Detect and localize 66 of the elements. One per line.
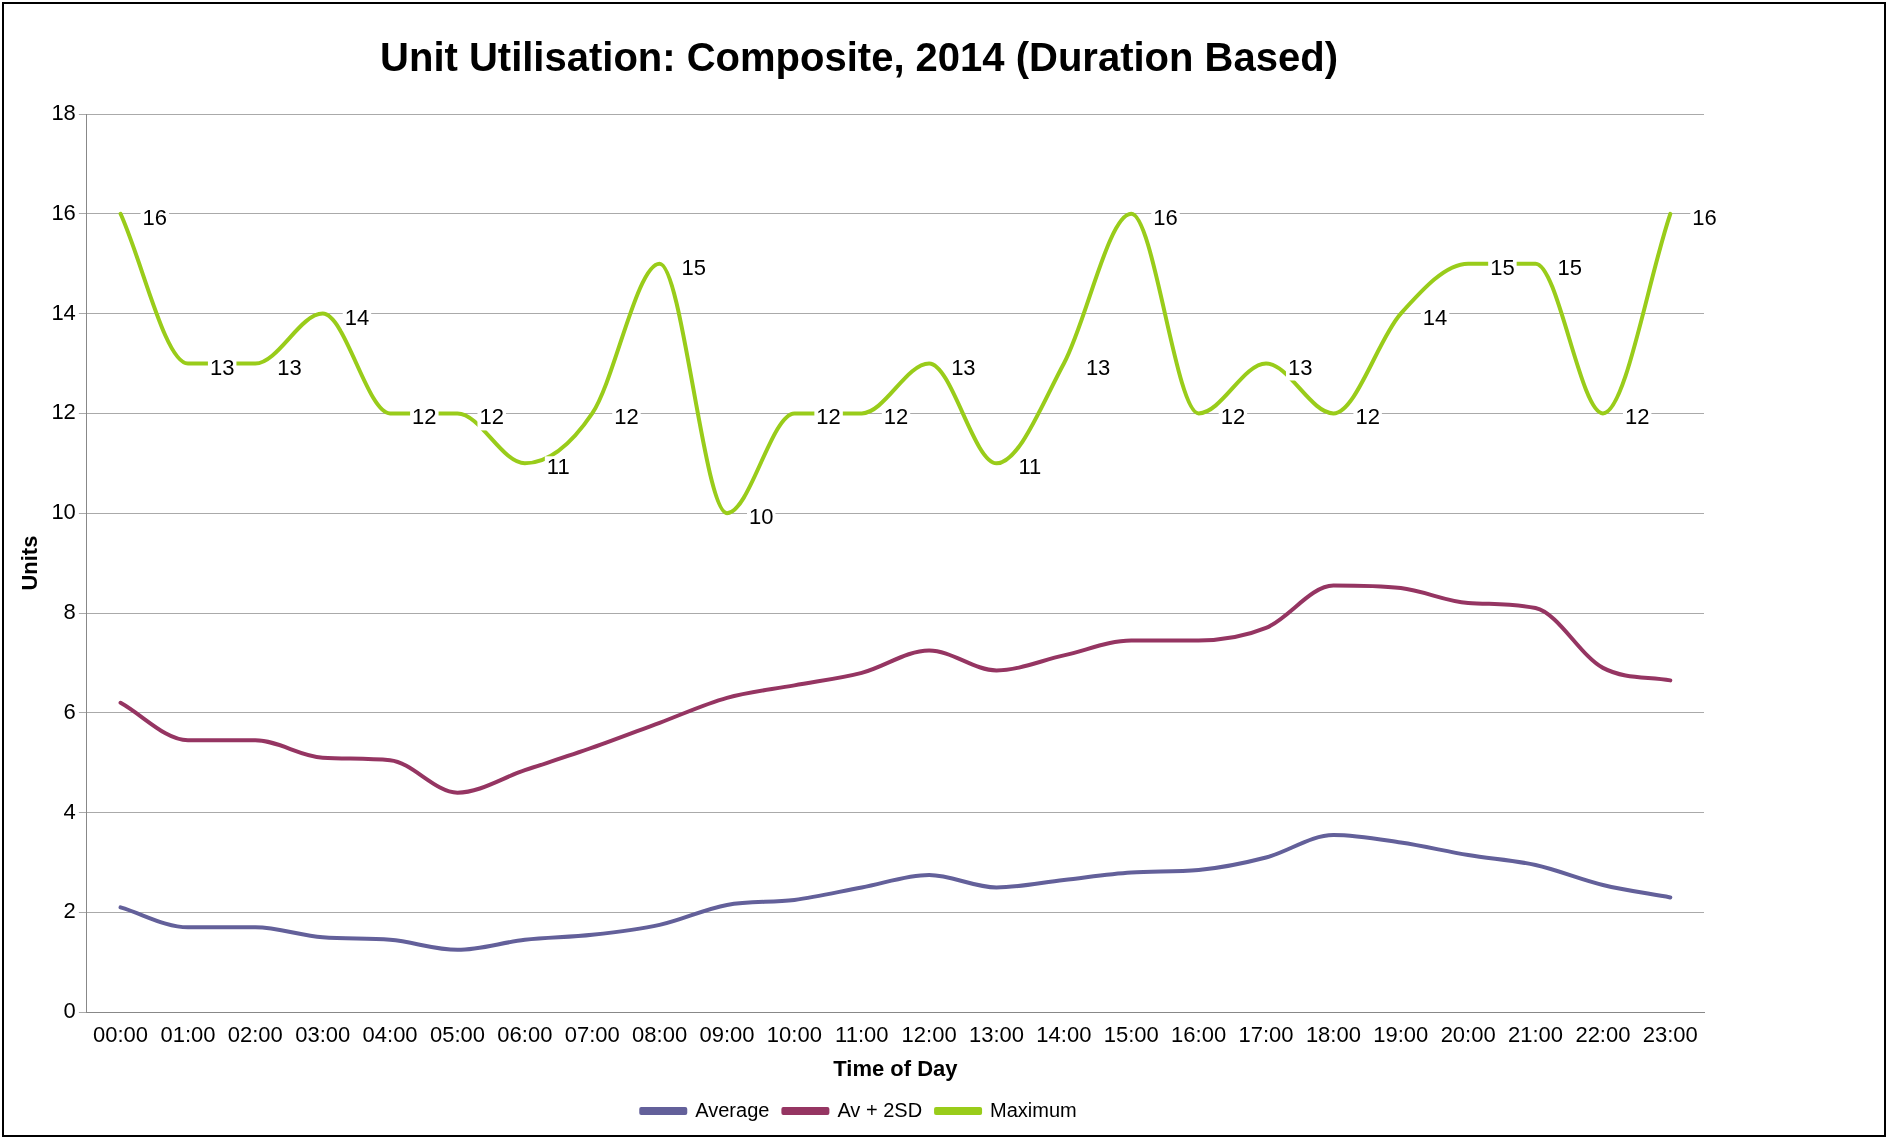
y-tick-label: 0 (63, 998, 76, 1024)
x-tick-label: 19:00 (1373, 1022, 1429, 1048)
data-label: 14 (1422, 304, 1448, 330)
y-tick-label: 10 (51, 499, 76, 525)
x-tick-label: 12:00 (901, 1022, 957, 1048)
x-tick-label: 14:00 (1036, 1022, 1092, 1048)
y-tick-label: 12 (51, 399, 76, 425)
data-label: 12 (412, 404, 437, 430)
data-label: 13 (951, 354, 976, 380)
data-label: 13 (209, 354, 235, 380)
x-tick-label: 16:00 (1171, 1022, 1227, 1048)
data-label: 15 (1557, 254, 1583, 280)
data-label: 11 (1018, 454, 1042, 480)
data-label: 11 (546, 454, 570, 480)
x-tick-label: 05:00 (429, 1022, 485, 1048)
x-tick-label: 22:00 (1575, 1022, 1631, 1048)
x-tick-label: 07:00 (564, 1022, 620, 1048)
line-series (118, 583, 1673, 795)
data-label: 12 (816, 404, 841, 430)
x-tick-label: 23:00 (1642, 1022, 1698, 1048)
y-tick-label: 18 (51, 100, 76, 126)
data-label: 12 (1355, 404, 1380, 430)
x-tick-label: 17:00 (1238, 1022, 1294, 1048)
data-label: 12 (883, 404, 909, 430)
x-tick-label: 13:00 (968, 1022, 1025, 1048)
data-label: 10 (748, 504, 774, 530)
data-label: 12 (1624, 404, 1650, 430)
data-label: 16 (142, 204, 168, 230)
data-label: 15 (1490, 254, 1515, 280)
x-tick-label: 08:00 (632, 1022, 688, 1048)
data-label: 14 (344, 304, 370, 330)
x-tick-label: 01:00 (160, 1022, 216, 1048)
x-tick-label: 20:00 (1440, 1022, 1496, 1048)
y-tick-label: 6 (63, 698, 76, 724)
x-tick-label: 02:00 (227, 1022, 283, 1048)
x-tick-label: 10:00 (766, 1022, 822, 1048)
y-tick-label: 2 (63, 898, 76, 924)
legend-label: Maximum (990, 1098, 1077, 1121)
x-tick-label: 15:00 (1103, 1022, 1159, 1048)
y-axis-title: Units (17, 535, 43, 591)
data-label: 15 (681, 254, 707, 280)
data-label: 16 (1692, 204, 1717, 230)
data-label: 12 (614, 404, 639, 430)
x-tick-label: 11:00 (835, 1022, 889, 1048)
x-tick-label: 03:00 (295, 1022, 351, 1048)
y-tick-label: 4 (63, 798, 76, 824)
x-tick-label: 21:00 (1508, 1022, 1564, 1048)
line-series (118, 833, 1673, 952)
data-label: 16 (1153, 204, 1178, 230)
y-tick-label: 8 (63, 599, 76, 625)
y-tick-label: 16 (51, 199, 76, 225)
y-tick-label: 14 (51, 299, 76, 325)
x-axis-title: Time of Day (833, 1055, 959, 1081)
data-label: 13 (277, 354, 302, 380)
x-tick-label: 04:00 (362, 1022, 418, 1048)
data-label: 13 (1085, 354, 1111, 380)
legend-label: Average (695, 1098, 770, 1121)
x-tick-label: 00:00 (93, 1022, 149, 1048)
x-tick-label: 18:00 (1305, 1022, 1361, 1048)
x-tick-label: 09:00 (699, 1022, 755, 1048)
data-label: 12 (1220, 404, 1246, 430)
x-tick-label: 06:00 (497, 1022, 553, 1048)
data-label: 12 (479, 404, 504, 430)
chart-title: Unit Utilisation: Composite, 2014 (Duration Based) (380, 35, 1338, 80)
legend-label: Av + 2SD (837, 1098, 923, 1121)
data-label: 13 (1288, 354, 1313, 380)
